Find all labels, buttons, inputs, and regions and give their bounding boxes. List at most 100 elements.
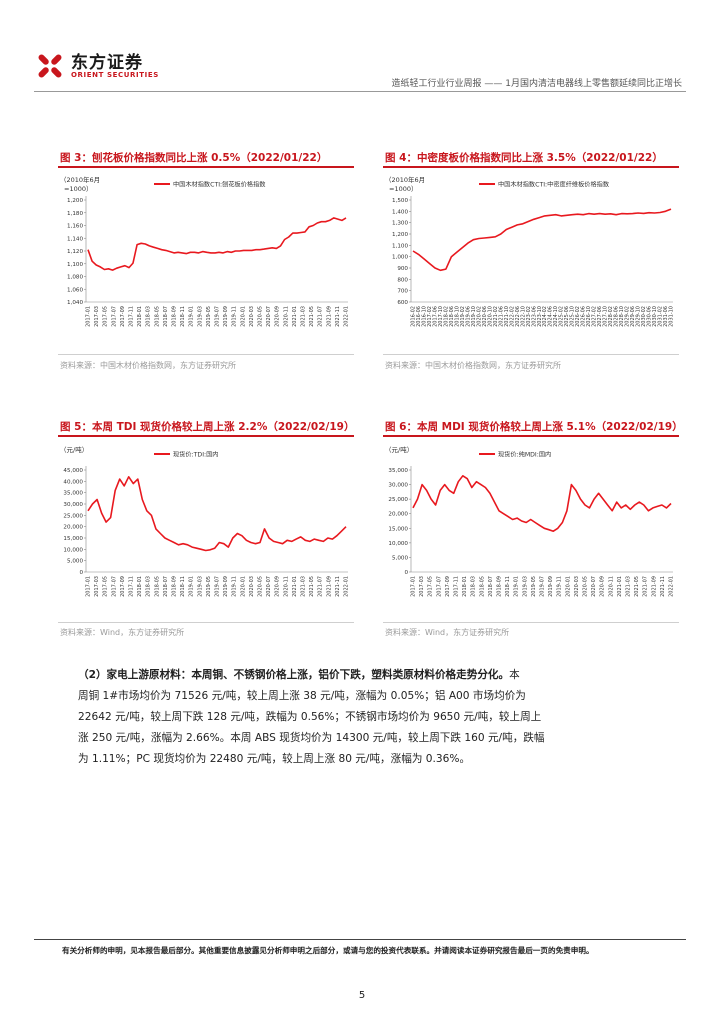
x-tick-label: 2018-05 xyxy=(154,306,160,327)
x-tick-label: 2018-03 xyxy=(146,306,152,327)
y-tick-label: 45,000 xyxy=(63,468,83,474)
x-tick-label: 2020-07 xyxy=(266,306,272,327)
x-tick-label: 2017-03 xyxy=(94,576,100,597)
header-divider xyxy=(34,91,686,92)
x-tick-label: 2030-02 xyxy=(641,306,647,327)
x-tick-label: 2020-07 xyxy=(591,576,597,597)
y-tick-label: 700 xyxy=(397,289,408,295)
figure-6-chart: （元/吨） 现货价:纯MDI:国内 35,000 30,000 25,000 20,000… xyxy=(385,445,675,597)
x-tick-label: 2025-02 xyxy=(559,306,565,327)
x-tick-label: 2018-09 xyxy=(172,576,178,597)
x-tick-label: 2017-01 xyxy=(411,576,417,597)
x-tick-label: 2017-01 xyxy=(86,576,92,597)
x-tick-label: 2017-02 xyxy=(427,306,433,327)
x-tick-label: 2017-09 xyxy=(120,576,126,597)
x-tick-label: 2017-07 xyxy=(111,576,117,597)
x-tick-label: 2018-05 xyxy=(479,576,485,597)
x-tick-label: 2022-06 xyxy=(515,306,521,327)
body-line-1-end: 本 xyxy=(509,669,520,681)
y-unit-label-2: =1000） xyxy=(389,185,418,193)
x-tick-label: 2029-10 xyxy=(636,306,642,327)
figure-5-source: 资料来源：Wind，东方证券研究所 xyxy=(60,628,185,637)
figure-5-source-rule xyxy=(58,622,354,623)
figure-6-source: 资料来源：Wind，东方证券研究所 xyxy=(385,628,510,637)
x-tick-label: 2016-02 xyxy=(411,306,417,327)
x-tick-label: 2031-02 xyxy=(658,306,664,327)
x-tick-label: 2030-06 xyxy=(647,306,653,327)
series-line xyxy=(87,475,347,552)
x-tick-label: 2019-05 xyxy=(531,576,537,597)
x-tick-label: 2017-09 xyxy=(120,306,126,327)
x-tick-label: 2025-10 xyxy=(570,306,576,327)
x-tick-label: 2021-01 xyxy=(617,576,623,597)
page-number: 5 xyxy=(358,990,366,1001)
x-tick-label: 2019-05 xyxy=(206,576,212,597)
x-tick-label: 2021-02 xyxy=(493,306,499,327)
x-tick-label: 2019-03 xyxy=(522,576,528,597)
x-tick-label: 2021-03 xyxy=(301,306,307,327)
x-tick-label: 2027-10 xyxy=(603,306,609,327)
y-unit-label: （2010年6月 xyxy=(60,175,100,184)
orient-securities-logo-icon xyxy=(38,54,62,78)
figure-4-source-rule xyxy=(383,354,679,355)
x-tick-label: 2017-11 xyxy=(129,306,135,327)
figure-6-title-rule xyxy=(383,435,679,437)
y-tick-label: 20,000 xyxy=(63,525,83,531)
y-tick-label: 1,500 xyxy=(392,198,408,204)
report-title: 造纸轻工行业行业周报 —— 1月国内清洁电器线上零售额延续同比正增长 xyxy=(391,79,682,89)
y-tick-label: 800 xyxy=(397,277,408,283)
x-tick-label: 2019-03 xyxy=(197,306,203,327)
series-line xyxy=(412,208,672,272)
x-tick-label: 2019-01 xyxy=(514,576,520,597)
x-tick-label: 2018-06 xyxy=(449,306,455,327)
x-tick-label: 2018-07 xyxy=(163,306,169,327)
x-tick-label: 2019-01 xyxy=(189,306,195,327)
footer-divider xyxy=(34,939,686,940)
y-tick-label: 15,000 xyxy=(388,526,408,532)
x-tick-label: 2022-02 xyxy=(509,306,515,327)
x-tick-label: 2021-07 xyxy=(318,306,324,327)
series-line xyxy=(87,217,347,271)
x-tick-label: 2022-10 xyxy=(520,306,526,327)
y-tick-label: 900 xyxy=(397,266,408,272)
y-tick-label: 1,000 xyxy=(392,255,408,261)
x-tick-label: 2020-03 xyxy=(249,576,255,597)
x-tick-label: 2018-07 xyxy=(488,576,494,597)
x-tick-label: 2020-11 xyxy=(608,576,614,597)
body-line-5: 为 1.11%；PC 现货均价为 22480 元/吨，较上周上涨 80 元/吨，… xyxy=(78,753,471,765)
series-line xyxy=(412,474,672,532)
y-tick-label: 25,000 xyxy=(388,497,408,503)
x-tick-label: 2020-05 xyxy=(583,576,589,597)
x-tick-label: 2022-01 xyxy=(344,306,350,327)
x-tick-label: 2021-07 xyxy=(643,576,649,597)
x-tick-label: 2028-06 xyxy=(614,306,620,327)
figure-6-title: 图 6：本周 MDI 现货价格较上周上涨 5.1%（2022/02/19） xyxy=(385,421,683,433)
x-tick-label: 2018-01 xyxy=(137,576,143,597)
x-tick-label: 2017-07 xyxy=(436,576,442,597)
x-tick-label: 2023-10 xyxy=(537,306,543,327)
x-tick-label: 2018-11 xyxy=(180,306,186,327)
x-tick-label: 2020-03 xyxy=(249,306,255,327)
x-tick-label: 2030-10 xyxy=(652,306,658,327)
x-tick-label: 2021-01 xyxy=(292,306,298,327)
y-tick-label: 10,000 xyxy=(388,541,408,547)
x-tick-label: 2020-09 xyxy=(600,576,606,597)
y-tick-label: 1,120 xyxy=(67,249,83,255)
y-tick-label: 10,000 xyxy=(63,547,83,553)
x-tick-label: 2018-01 xyxy=(462,576,468,597)
y-tick-label: 35,000 xyxy=(388,468,408,474)
x-tick-label: 2031-10 xyxy=(669,306,675,327)
x-tick-label: 2021-01 xyxy=(292,576,298,597)
x-tick-label: 2019-05 xyxy=(206,306,212,327)
figure-4-title: 图 4：中密度板价格指数同比上涨 3.5%（2022/01/22） xyxy=(385,152,663,164)
y-tick-label: 1,140 xyxy=(67,236,83,242)
x-tick-label: 2024-02 xyxy=(542,306,548,327)
x-tick-label: 2018-11 xyxy=(180,576,186,597)
legend-label: 中国木材指数CTI:中密度纤维板价格指数 xyxy=(498,181,610,189)
x-tick-label: 2018-10 xyxy=(454,306,460,327)
x-tick-label: 2017-09 xyxy=(445,576,451,597)
x-tick-label: 2020-01 xyxy=(565,576,571,597)
x-tick-label: 2020-03 xyxy=(574,576,580,597)
x-tick-label: 2019-07 xyxy=(215,576,221,597)
body-line-4: 涨 250 元/吨，涨幅为 2.66%。本周 ABS 现货均价为 14300 元… xyxy=(78,732,545,744)
